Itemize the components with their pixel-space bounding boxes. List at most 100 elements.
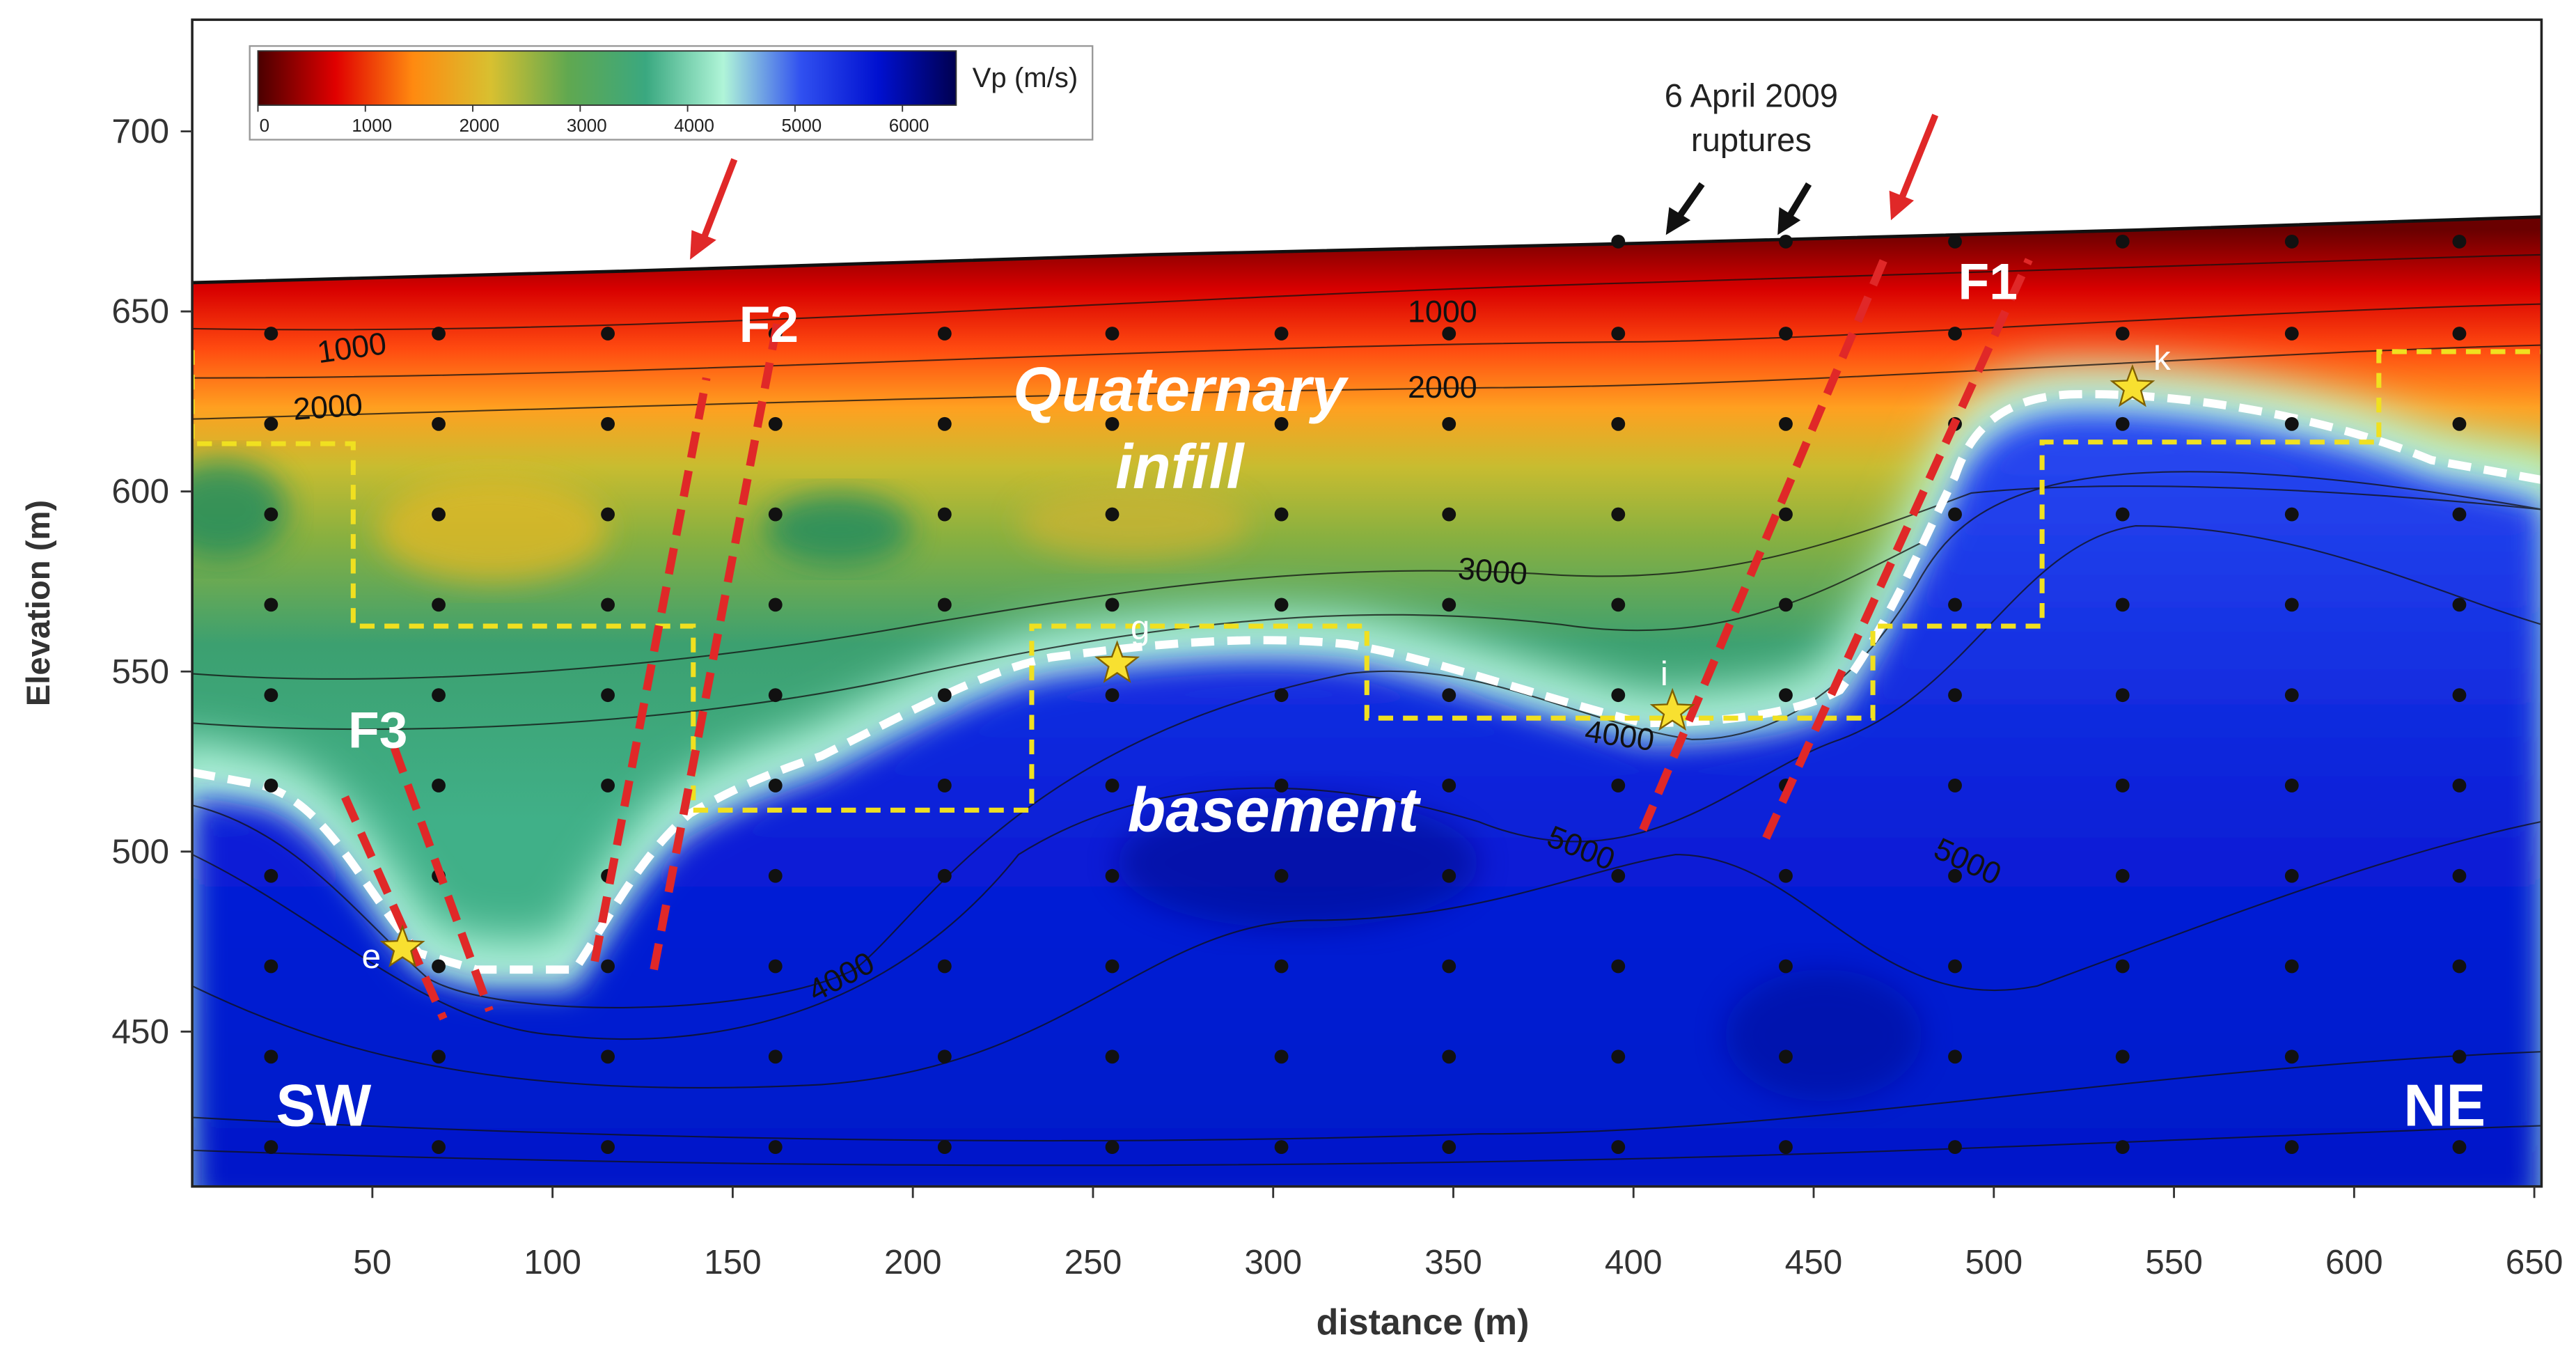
velocity-field [192,19,2542,1187]
fault-line [341,795,448,1021]
x-tick-label: 350 [1424,1242,1482,1281]
measurement-point [1442,416,1456,431]
measurement-point [1274,959,1289,974]
measurement-point [1948,868,1962,883]
measurement-point [768,598,783,612]
star [1094,640,1140,683]
measurement-point [2452,234,2467,249]
colorbar [257,50,957,106]
measurement-point [1442,688,1456,703]
measurement-point [601,507,615,522]
region-labels: Quaternary infill basement [1013,355,1421,845]
measurement-point [1105,688,1120,703]
y-tick-label: 650 [111,292,169,331]
star-label: i [1660,654,1668,693]
plot-frame [191,18,2543,1188]
colorbar-tick-label: 0 [260,116,269,136]
arrow [1676,182,1705,219]
side-label: NE [2403,1072,2485,1138]
fault-label: F2 [739,296,799,353]
measurement-point [264,688,278,703]
measurement-point [1611,234,1626,249]
measurement-point [1442,959,1456,974]
measurement-point [2452,1140,2467,1154]
contour-label: 2000 [292,387,363,427]
rupture-label: 6 April 2009 [1665,77,1838,114]
measurement-point [264,1049,278,1064]
measurement-point [1442,598,1456,612]
measurement-point [1611,507,1626,522]
colorbar-tick-label: 5000 [782,116,822,136]
measurement-point [937,327,952,341]
measurement-point [432,1049,446,1064]
y-tick-label: 700 [111,111,169,150]
contour-label: 2000 [1408,369,1477,405]
measurement-point [2452,507,2467,522]
measurement-point [1611,598,1626,612]
measurement-point [937,507,952,522]
measurement-point [1779,416,1793,431]
measurement-point [2284,1140,2299,1154]
measurement-point [264,327,278,341]
contour-line [192,525,2542,1040]
measurement-point [601,1049,615,1064]
star [2110,364,2155,407]
measurement-point [432,688,446,703]
measurement-point [768,779,783,793]
fault-labels: F1 F2 F3 [348,253,2018,758]
measurement-point [1442,507,1456,522]
measurement-point [2284,598,2299,612]
measurement-point [937,779,952,793]
measurement-point [1442,868,1456,883]
measurement-point [1779,1140,1793,1154]
measurement-point [1274,327,1289,341]
y-tick-label: 450 [111,1012,169,1051]
measurement-point [264,959,278,974]
measurement-point [937,688,952,703]
measurement-point [768,868,783,883]
measurement-point [937,1140,952,1154]
measurement-point [264,507,278,522]
measurement-point [1105,1049,1120,1064]
star-label: e [362,937,382,976]
arrow [1897,114,1939,202]
x-tick-label: 650 [2506,1242,2563,1281]
measurement-point [1442,1049,1456,1064]
measurement-point [2115,598,2130,612]
measurement-point [937,1049,952,1064]
measurement-point [1442,1140,1456,1154]
measurement-point [1948,688,1962,703]
measurement-point [2452,598,2467,612]
measurement-point [2115,234,2130,249]
measurement-point [1611,779,1626,793]
region-label: basement [1127,776,1421,845]
fault-line [390,746,494,1013]
velocity-anomaly [1725,969,1922,1101]
side-labels: SW NE [276,1072,2485,1138]
measurement-point [1274,1049,1289,1064]
measurement-point [2284,234,2299,249]
measurement-point [2115,1140,2130,1154]
measurement-point [1611,1140,1626,1154]
ground-surface [192,215,2542,285]
measurement-point [432,327,446,341]
measurement-point [2115,1049,2130,1064]
measurement-point [2115,779,2130,793]
contour-line [192,820,2542,1089]
x-axis-title: distance (m) [1317,1302,1530,1343]
contour-line [192,303,2542,379]
x-tick-label: 200 [884,1242,942,1281]
x-tick-label: 400 [1605,1242,1663,1281]
velocity-anomaly [1117,797,1479,929]
rupture-labels: 6 April 2009 ruptures [1665,77,1838,159]
fault-lines [341,253,2033,1021]
arrow-head [1889,190,1915,221]
measurement-point [1442,327,1456,341]
measurement-point [2452,868,2467,883]
contour-line [192,344,2542,420]
fault-line [1762,258,2033,840]
star-label: k [2153,338,2171,377]
measurement-point [1274,779,1289,793]
measurement-point [2115,959,2130,974]
